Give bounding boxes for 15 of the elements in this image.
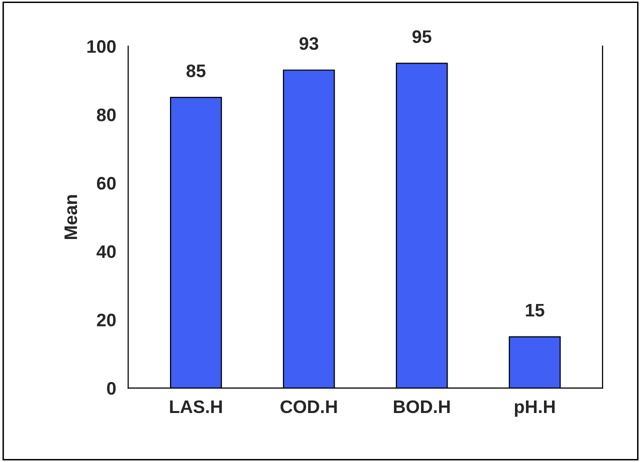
data-label: 93	[299, 37, 318, 50]
x-tick-label: pH.H	[514, 400, 555, 417]
x-tick-label: BOD.H	[394, 400, 450, 414]
x-tick-label: COD.H	[280, 400, 337, 414]
x-tick-label: LAS.H	[170, 400, 222, 414]
y-axis-title: Mean	[64, 195, 78, 240]
y-tick-label: 80	[96, 108, 116, 122]
data-label: 85	[186, 64, 206, 78]
data-label: 95	[412, 30, 432, 44]
y-tick-label: 20	[96, 314, 116, 326]
y-tick-label: 40	[96, 245, 116, 258]
data-label: 15	[526, 304, 544, 317]
y-tick-label: 60	[96, 176, 116, 190]
y-tick-label: 0	[107, 382, 116, 395]
y-tick-label: 100	[87, 40, 116, 53]
